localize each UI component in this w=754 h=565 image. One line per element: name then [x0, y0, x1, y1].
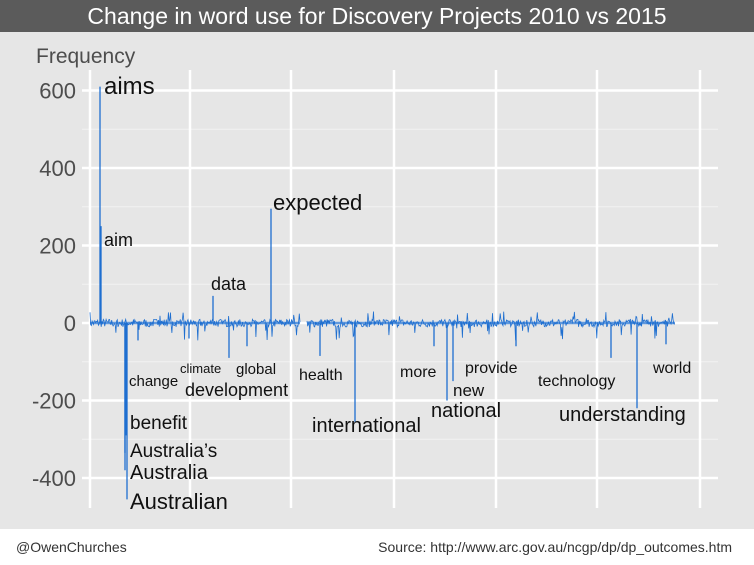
- y-tick-label: 400: [39, 156, 76, 181]
- chart-svg: -400 -200 0 200 400 600 Frequency aims aim data…: [32, 45, 718, 514]
- label-global: global: [236, 361, 276, 378]
- label-australia: Australia: [130, 462, 209, 484]
- series-noise: [306, 311, 675, 341]
- label-expected: expected: [273, 190, 362, 215]
- y-tick-label: 200: [39, 234, 76, 259]
- label-health: health: [299, 367, 343, 384]
- label-provide: provide: [465, 360, 518, 377]
- credit: @OwenChurches: [16, 539, 127, 555]
- plot-panel: [0, 32, 754, 529]
- label-understanding: understanding: [559, 404, 686, 426]
- label-australias: Australia’s: [130, 441, 217, 462]
- label-international: international: [312, 415, 421, 437]
- label-new: new: [453, 381, 485, 400]
- annotated-spikes: [99, 86, 667, 500]
- series-noise: [89, 312, 301, 341]
- series-line: [89, 311, 675, 341]
- y-tick-label: -200: [32, 389, 76, 414]
- y-axis-ticks: -400 -200 0 200 400 600: [32, 79, 76, 492]
- label-development: development: [185, 380, 288, 400]
- label-data: data: [211, 274, 247, 294]
- label-world: world: [652, 360, 691, 377]
- label-more: more: [400, 364, 437, 381]
- label-national: national: [431, 400, 501, 422]
- label-technology: technology: [538, 373, 615, 390]
- label-benefit: benefit: [130, 413, 188, 434]
- y-tick-label: -400: [32, 466, 76, 491]
- y-axis-label: Frequency: [36, 45, 136, 68]
- footer: @OwenChurches Source: http://www.arc.gov…: [0, 529, 754, 565]
- label-aims: aims: [104, 73, 155, 100]
- label-australian: Australian: [130, 489, 228, 514]
- label-change: change: [129, 373, 178, 390]
- y-tick-label: 600: [39, 79, 76, 104]
- source-link[interactable]: Source: http://www.arc.gov.au/ncgp/dp/dp…: [378, 539, 732, 555]
- chart-title: Change in word use for Discovery Project…: [0, 0, 754, 32]
- label-aim: aim: [104, 230, 133, 250]
- label-climate: climate: [180, 361, 221, 376]
- y-tick-label: 0: [64, 311, 76, 336]
